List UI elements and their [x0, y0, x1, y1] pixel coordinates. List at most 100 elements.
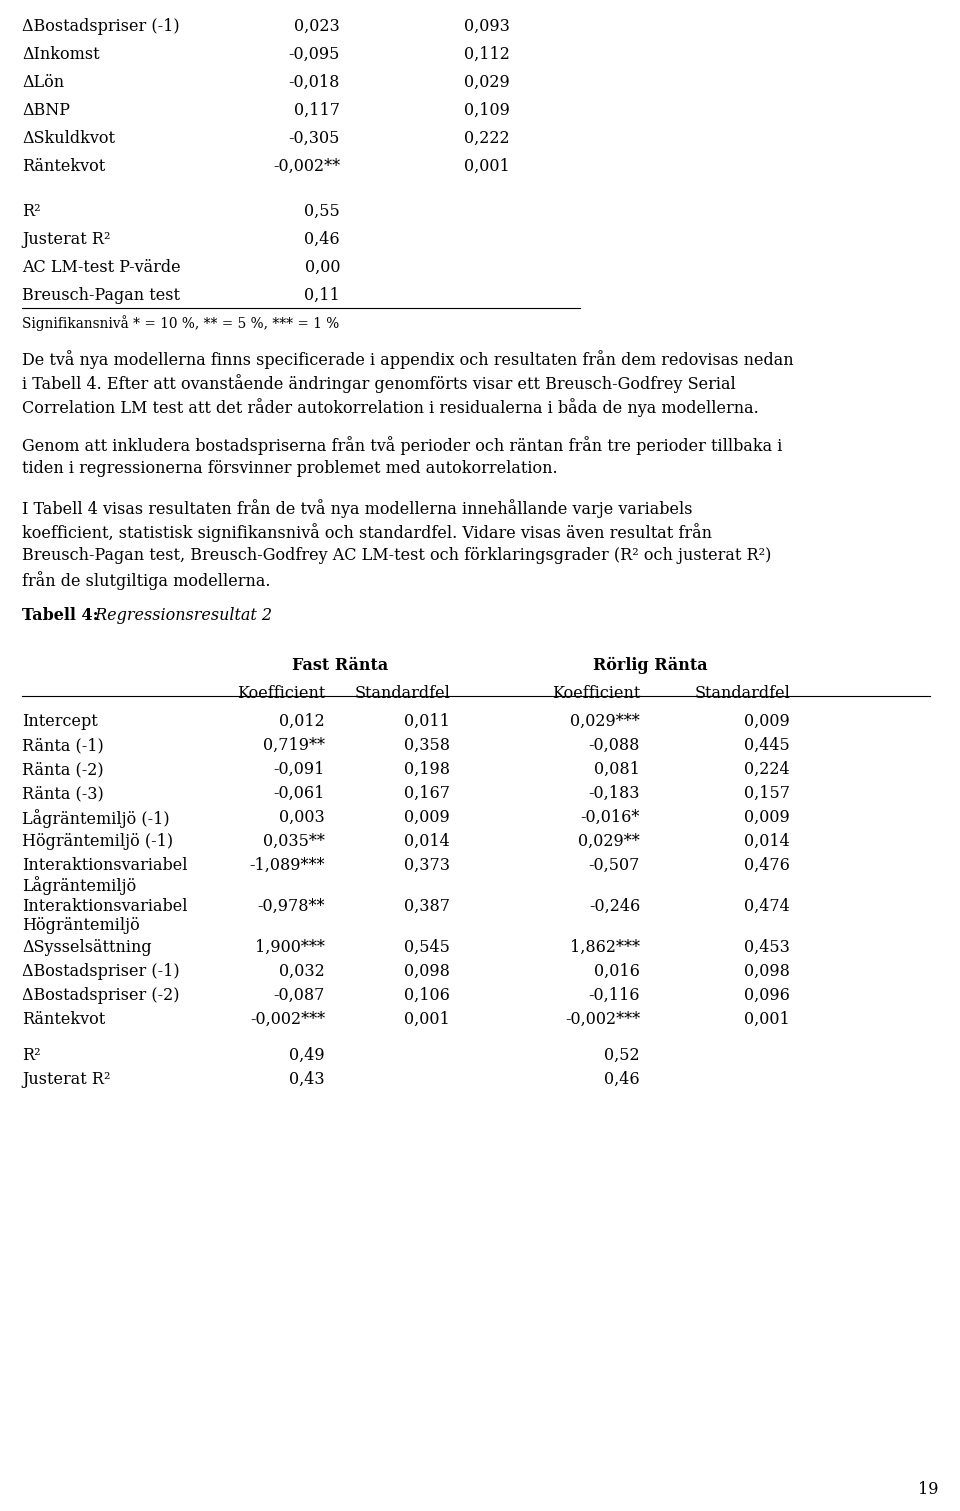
- Text: ΔBostadspriser (-2): ΔBostadspriser (-2): [22, 987, 180, 1003]
- Text: 0,009: 0,009: [404, 810, 450, 827]
- Text: Ränta (-2): Ränta (-2): [22, 762, 104, 778]
- Text: 0,157: 0,157: [744, 786, 790, 802]
- Text: 0,001: 0,001: [404, 1011, 450, 1027]
- Text: 0,222: 0,222: [465, 130, 510, 147]
- Text: 0,029**: 0,029**: [578, 833, 640, 851]
- Text: 0,001: 0,001: [744, 1011, 790, 1027]
- Text: 0,029***: 0,029***: [570, 713, 640, 730]
- Text: Breusch-Pagan test: Breusch-Pagan test: [22, 287, 180, 304]
- Text: Standardfel: Standardfel: [354, 684, 450, 703]
- Text: -0,018: -0,018: [289, 74, 340, 91]
- Text: Tabell 4:: Tabell 4:: [22, 607, 99, 624]
- Text: Ränta (-1): Ränta (-1): [22, 737, 104, 754]
- Text: -0,095: -0,095: [289, 45, 340, 63]
- Text: I Tabell 4 visas resultaten från de två nya modellerna innehållande varje variab: I Tabell 4 visas resultaten från de två …: [22, 499, 692, 518]
- Text: Ränta (-3): Ränta (-3): [22, 786, 104, 802]
- Text: -0,507: -0,507: [588, 857, 640, 875]
- Text: -0,002**: -0,002**: [273, 159, 340, 175]
- Text: 19: 19: [918, 1481, 938, 1497]
- Text: 0,016: 0,016: [594, 963, 640, 979]
- Text: 1,900***: 1,900***: [255, 938, 325, 956]
- Text: Koefficient: Koefficient: [552, 684, 640, 703]
- Text: 0,00: 0,00: [304, 258, 340, 277]
- Text: 0,46: 0,46: [605, 1071, 640, 1088]
- Text: ΔSysselsättning: ΔSysselsättning: [22, 938, 152, 956]
- Text: 0,49: 0,49: [289, 1047, 325, 1064]
- Text: ΔLön: ΔLön: [22, 74, 64, 91]
- Text: -0,002***: -0,002***: [564, 1011, 640, 1027]
- Text: -0,016*: -0,016*: [581, 810, 640, 827]
- Text: -0,116: -0,116: [588, 987, 640, 1003]
- Text: Rörlig Ränta: Rörlig Ränta: [592, 657, 708, 674]
- Text: 0,387: 0,387: [404, 898, 450, 916]
- Text: 0,46: 0,46: [304, 231, 340, 248]
- Text: 0,11: 0,11: [304, 287, 340, 304]
- Text: 0,373: 0,373: [404, 857, 450, 875]
- Text: Lågräntemiljö: Lågräntemiljö: [22, 876, 136, 896]
- Text: -0,246: -0,246: [588, 898, 640, 916]
- Text: 0,014: 0,014: [404, 833, 450, 851]
- Text: Interaktionsvariabel: Interaktionsvariabel: [22, 857, 187, 875]
- Text: Lågräntemiljö (-1): Lågräntemiljö (-1): [22, 810, 170, 828]
- Text: -0,088: -0,088: [588, 737, 640, 754]
- Text: 0,003: 0,003: [279, 810, 325, 827]
- Text: ΔSkuldkvot: ΔSkuldkvot: [22, 130, 115, 147]
- Text: -0,183: -0,183: [588, 786, 640, 802]
- Text: 0,453: 0,453: [744, 938, 790, 956]
- Text: 1,862***: 1,862***: [570, 938, 640, 956]
- Text: 0,023: 0,023: [295, 18, 340, 35]
- Text: 0,032: 0,032: [279, 963, 325, 979]
- Text: tiden i regressionerna försvinner problemet med autokorrelation.: tiden i regressionerna försvinner proble…: [22, 461, 558, 477]
- Text: -0,305: -0,305: [289, 130, 340, 147]
- Text: Högräntemiljö: Högräntemiljö: [22, 917, 140, 934]
- Text: -1,089***: -1,089***: [250, 857, 325, 875]
- Text: 0,545: 0,545: [404, 938, 450, 956]
- Text: 0,198: 0,198: [404, 762, 450, 778]
- Text: Regressionsresultat 2: Regressionsresultat 2: [90, 607, 272, 624]
- Text: 0,009: 0,009: [744, 713, 790, 730]
- Text: -0,978**: -0,978**: [257, 898, 325, 916]
- Text: Räntekvot: Räntekvot: [22, 1011, 106, 1027]
- Text: 0,011: 0,011: [404, 713, 450, 730]
- Text: Breusch-Pagan test, Breusch-Godfrey AC LM-test och förklaringsgrader (R² och jus: Breusch-Pagan test, Breusch-Godfrey AC L…: [22, 547, 772, 564]
- Text: 0,474: 0,474: [744, 898, 790, 916]
- Text: 0,106: 0,106: [404, 987, 450, 1003]
- Text: R²: R²: [22, 202, 40, 219]
- Text: R²: R²: [22, 1047, 40, 1064]
- Text: Räntekvot: Räntekvot: [22, 159, 106, 175]
- Text: 0,009: 0,009: [744, 810, 790, 827]
- Text: 0,109: 0,109: [464, 103, 510, 119]
- Text: Justerat R²: Justerat R²: [22, 231, 110, 248]
- Text: ΔBNP: ΔBNP: [22, 103, 70, 119]
- Text: 0,012: 0,012: [279, 713, 325, 730]
- Text: 0,093: 0,093: [464, 18, 510, 35]
- Text: Justerat R²: Justerat R²: [22, 1071, 110, 1088]
- Text: AC LM-test P-värde: AC LM-test P-värde: [22, 258, 180, 277]
- Text: -0,061: -0,061: [274, 786, 325, 802]
- Text: 0,035**: 0,035**: [263, 833, 325, 851]
- Text: Högräntemiljö (-1): Högräntemiljö (-1): [22, 833, 173, 851]
- Text: 0,081: 0,081: [594, 762, 640, 778]
- Text: -0,087: -0,087: [274, 987, 325, 1003]
- Text: Signifikansnivå * = 10 %, ** = 5 %, *** = 1 %: Signifikansnivå * = 10 %, ** = 5 %, *** …: [22, 314, 339, 331]
- Text: 0,001: 0,001: [465, 159, 510, 175]
- Text: 0,476: 0,476: [744, 857, 790, 875]
- Text: Intercept: Intercept: [22, 713, 98, 730]
- Text: 0,167: 0,167: [404, 786, 450, 802]
- Text: ΔInkomst: ΔInkomst: [22, 45, 100, 63]
- Text: -0,002***: -0,002***: [250, 1011, 325, 1027]
- Text: 0,43: 0,43: [289, 1071, 325, 1088]
- Text: Fast Ränta: Fast Ränta: [292, 657, 388, 674]
- Text: 0,358: 0,358: [404, 737, 450, 754]
- Text: från de slutgiltiga modellerna.: från de slutgiltiga modellerna.: [22, 571, 271, 589]
- Text: ΔBostadspriser (-1): ΔBostadspriser (-1): [22, 18, 180, 35]
- Text: 0,098: 0,098: [744, 963, 790, 979]
- Text: koefficient, statistisk signifikansnivå och standardfel. Vidare visas även resul: koefficient, statistisk signifikansnivå …: [22, 523, 712, 542]
- Text: Standardfel: Standardfel: [694, 684, 790, 703]
- Text: Koefficient: Koefficient: [236, 684, 325, 703]
- Text: i Tabell 4. Efter att ovanstående ändringar genomförts visar ett Breusch-Godfrey: i Tabell 4. Efter att ovanstående ändrin…: [22, 375, 735, 393]
- Text: Genom att inkludera bostadspriserna från två perioder och räntan från tre period: Genom att inkludera bostadspriserna från…: [22, 437, 782, 455]
- Text: 0,719**: 0,719**: [263, 737, 325, 754]
- Text: 0,098: 0,098: [404, 963, 450, 979]
- Text: 0,014: 0,014: [744, 833, 790, 851]
